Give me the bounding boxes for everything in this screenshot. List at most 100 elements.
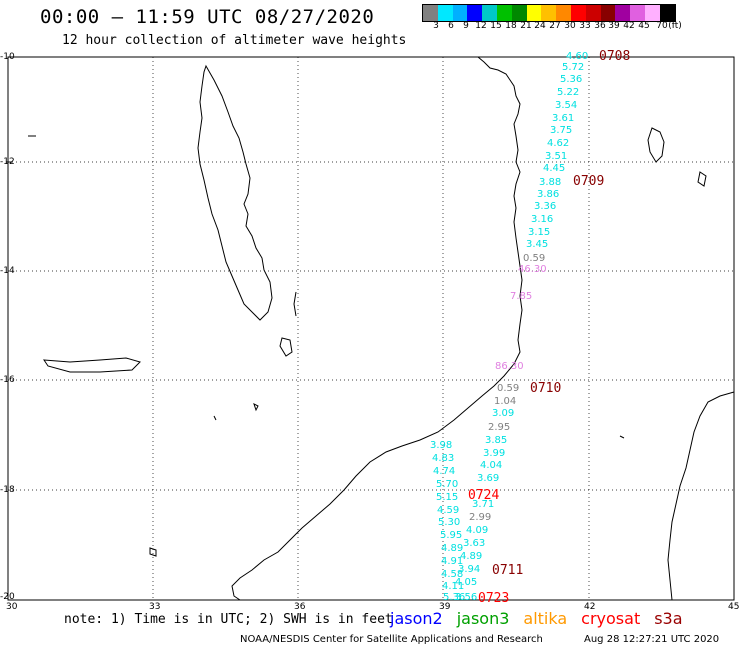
colorbar-tick-label: 36 — [594, 21, 606, 31]
footer-note: note: 1) Time is in UTC; 2) SWH is in fe… — [64, 612, 393, 627]
colorbar-swatch — [630, 5, 645, 21]
latitude-tick-label: -10 — [0, 52, 15, 62]
colorbar-tick-label: 18 — [505, 21, 517, 31]
colorbar-tick-label: 45 — [638, 21, 650, 31]
wave-height-value: 3.61 — [552, 113, 575, 124]
wave-height-value: 4.74 — [433, 466, 456, 477]
island-offshore-4 — [619, 435, 625, 439]
longitude-tick-label: 36 — [294, 602, 306, 612]
colorbar-tick-label: 12 — [475, 21, 487, 31]
colorbar-tick-label: 27 — [549, 21, 561, 31]
wave-height-value: 5.36 — [443, 592, 466, 603]
wave-height-value: 3.45 — [526, 239, 549, 250]
swh-colorbar — [422, 4, 676, 22]
wave-height-value: 3.98 — [430, 440, 453, 451]
wave-height-value: 0.59 — [523, 253, 546, 264]
longitude-tick-label: 33 — [149, 602, 161, 612]
colorbar-tick-label: 9 — [463, 21, 469, 31]
wave-height-value: 4.89 — [441, 543, 464, 554]
wave-height-value: 4.62 — [547, 138, 570, 149]
wave-height-value: 3.09 — [492, 408, 515, 419]
generated-timestamp: Aug 28 12:27:21 UTC 2020 — [584, 634, 720, 645]
graticule — [8, 57, 734, 600]
pass-time-label: 0723 — [478, 591, 510, 606]
wave-height-value: 3.54 — [555, 100, 578, 111]
wave-height-value: 5.30 — [438, 517, 461, 528]
colorbar-tick-label: 42 — [623, 21, 635, 31]
wave-height-value: 3.71 — [472, 499, 495, 510]
wave-height-value: 3.56 — [455, 592, 478, 603]
lake-malawi-outline — [197, 64, 273, 321]
colorbar-swatch — [452, 5, 468, 21]
pass-time-label: 0711 — [492, 563, 524, 578]
wave-height-value: 4.05 — [455, 577, 478, 588]
colorbar-tick-label: 70 — [656, 21, 668, 31]
wave-height-value: 4.45 — [543, 163, 566, 174]
colorbar-swatch — [556, 5, 571, 21]
colorbar-swatch — [541, 5, 557, 21]
wave-height-value: 3.88 — [539, 177, 562, 188]
mozambique-tanzania-coastline — [231, 56, 523, 601]
wave-height-value: 4.59 — [437, 505, 460, 516]
map-frame — [7, 56, 735, 601]
wave-height-value: 4.91 — [441, 556, 464, 567]
colorbar-swatch — [437, 5, 453, 21]
colorbar-tick-label: 6 — [448, 21, 454, 31]
lake-outline-west — [43, 357, 141, 373]
wave-height-value: 5.15 — [436, 492, 459, 503]
longitude-tick-label: 30 — [6, 602, 18, 612]
map-subtitle: 12 hour collection of altimeter wave hei… — [62, 33, 407, 48]
colorbar-tick-label: 24 — [534, 21, 546, 31]
wave-height-value: 4.58 — [441, 569, 464, 580]
latitude-tick-label: -20 — [0, 592, 15, 602]
legend-entry-jason3: jason3 — [456, 609, 510, 628]
legend-entry-jason2: jason2 — [390, 609, 443, 628]
wave-height-value: 3.75 — [550, 125, 573, 136]
wave-height-value: 3.63 — [463, 538, 486, 549]
wave-height-value: 5.36 — [560, 74, 583, 85]
pass-time-label: 0710 — [530, 381, 562, 396]
colorbar-tick-label: 3 — [433, 21, 439, 31]
colorbar-swatch — [659, 5, 675, 21]
wave-height-value: 4.11 — [442, 581, 465, 592]
comoros-island — [647, 127, 665, 163]
colorbar-swatch — [526, 5, 542, 21]
wave-height-value: 5.22 — [557, 87, 580, 98]
colorbar-swatch — [585, 5, 601, 21]
wave-height-value: 2.95 — [488, 422, 511, 433]
pass-time-label: 0708 — [599, 49, 631, 64]
shire-river — [293, 291, 297, 317]
wave-height-value: 3.85 — [485, 435, 508, 446]
wave-height-value: 4.89 — [460, 551, 483, 562]
pass-time-label: 0709 — [573, 174, 605, 189]
island-offshore-2 — [253, 403, 259, 412]
wave-height-value: 86.30 — [495, 361, 524, 372]
longitude-tick-label: 42 — [584, 602, 596, 612]
credit-text: NOAA/NESDIS Center for Satellite Applica… — [240, 634, 543, 645]
wave-height-value: 5.95 — [440, 530, 463, 541]
wave-height-value: 3.51 — [545, 151, 568, 162]
colorbar-swatch — [482, 5, 497, 21]
wave-height-value: 3.36 — [534, 201, 557, 212]
latitude-tick-label: -14 — [0, 266, 15, 276]
colorbar-swatch — [511, 5, 527, 21]
wave-height-value: 3.69 — [477, 473, 500, 484]
wave-height-value: 3.99 — [483, 448, 506, 459]
island-small-1 — [697, 171, 707, 187]
wave-height-value: 4.04 — [480, 460, 503, 471]
colorbar-tick-label: 33 — [579, 21, 591, 31]
longitude-tick-label: 39 — [439, 602, 451, 612]
island-offshore-1 — [149, 547, 157, 557]
map-title: 00:00 – 11:59 UTC 08/27/2020 — [40, 6, 375, 28]
legend-entry-cryosat: cryosat — [581, 609, 641, 628]
wave-height-value: 5.70 — [436, 479, 459, 490]
colorbar-swatch — [423, 5, 438, 21]
satellite-legend: jason2 jason3 altika cryosat s3a — [390, 609, 697, 628]
wave-height-value: 5.72 — [562, 62, 585, 73]
wave-height-value: 2.99 — [469, 512, 492, 523]
lake-outline-small — [279, 337, 293, 357]
colorbar-tick-label: 15 — [490, 21, 502, 31]
wave-height-value: 0.59 — [497, 383, 520, 394]
wave-height-value: 3.15 — [528, 227, 551, 238]
